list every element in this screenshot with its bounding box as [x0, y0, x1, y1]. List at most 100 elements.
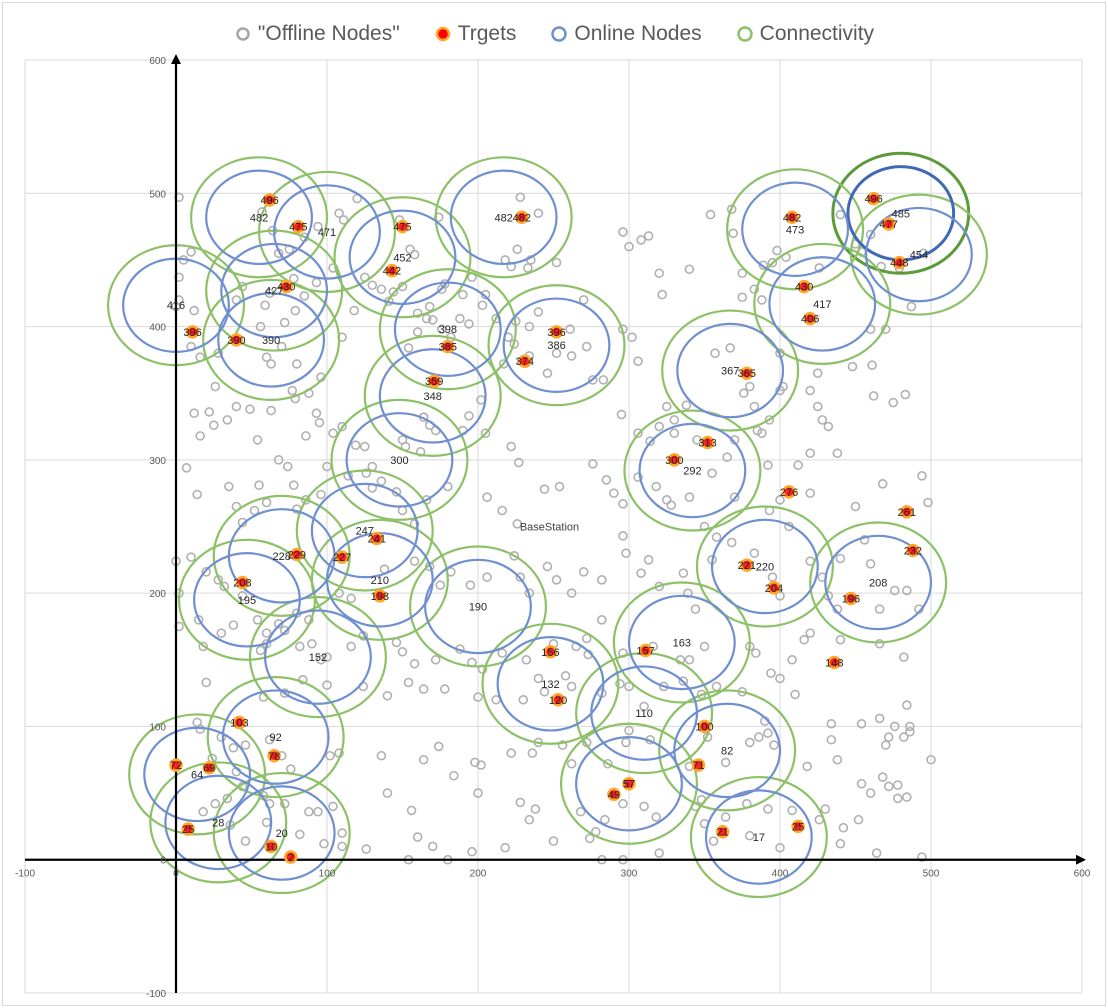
offline-node	[584, 833, 595, 844]
offline-node	[424, 301, 435, 312]
online-node-label: 417	[813, 299, 831, 311]
offline-node	[692, 435, 702, 445]
offline-node	[643, 231, 654, 241]
tick-labels: -100 0 100 200 300 400 500 600 -100 0 100 200 300 400…	[15, 56, 1091, 1000]
offline-node	[533, 307, 544, 317]
offline-node	[850, 501, 861, 512]
offline-node	[497, 505, 507, 516]
offline-node	[515, 572, 526, 582]
target-label: 25	[792, 821, 804, 833]
sensing-circle	[424, 558, 532, 655]
offline-node	[311, 408, 322, 419]
offline-node	[359, 441, 370, 452]
target-marker	[284, 850, 298, 864]
connectivity-legend-icon	[736, 26, 753, 42]
offline-node	[710, 348, 720, 359]
offline-node	[874, 713, 885, 724]
offline-node	[228, 620, 239, 630]
target-label: 475	[393, 222, 411, 234]
offline-node	[744, 737, 755, 748]
sensing-circle	[676, 322, 785, 419]
offline-node	[282, 461, 293, 472]
offline-node	[328, 428, 338, 439]
sensing-circle	[217, 292, 326, 388]
connectivity-circle	[434, 156, 573, 279]
target-marker	[169, 758, 183, 772]
offline-node	[657, 289, 668, 300]
offline-node	[266, 359, 276, 369]
offline-node	[252, 614, 263, 625]
target-label: 475	[289, 222, 307, 234]
offline-node	[633, 356, 643, 367]
offline-node	[254, 480, 264, 490]
target-marker	[549, 325, 564, 339]
offline-node	[361, 844, 372, 854]
target-marker	[803, 311, 817, 326]
offline-node	[917, 852, 927, 862]
online-node-label: 228	[273, 551, 291, 563]
offline-node	[403, 343, 414, 353]
offline-node	[455, 313, 465, 324]
offline-node	[621, 548, 631, 558]
sensing-circle	[378, 348, 487, 444]
connectivity-circle	[206, 676, 345, 799]
offline-node	[255, 645, 266, 656]
offline-node	[240, 740, 251, 750]
offline-node	[301, 431, 311, 441]
offline-node	[216, 628, 227, 638]
offline-node	[290, 305, 301, 316]
connectivity-circle	[408, 545, 548, 668]
legend-label-connectivity: Connectivity	[759, 22, 875, 45]
offline-node	[749, 401, 760, 412]
offline-node	[482, 492, 492, 502]
sensing-circle	[710, 518, 819, 615]
offline-node	[201, 677, 211, 688]
offline-node	[820, 804, 831, 814]
offline-node	[661, 401, 672, 412]
offline-node	[832, 754, 843, 765]
offline-node	[708, 836, 719, 846]
offline-node	[566, 588, 577, 598]
offline-node	[458, 289, 468, 300]
offline-node	[285, 764, 296, 774]
target-label: 196	[842, 593, 860, 605]
target-label: 221	[738, 560, 756, 572]
base-station-label: BaseStation	[520, 522, 579, 534]
target-marker	[740, 558, 754, 572]
offline-node	[551, 575, 562, 585]
online-node-label: 247	[356, 525, 374, 537]
offline-node	[427, 841, 438, 852]
target-marker	[543, 645, 558, 659]
offline-node	[865, 559, 876, 569]
target-marker	[232, 715, 247, 730]
online-node-label: 64	[191, 769, 203, 781]
offline-node	[636, 568, 646, 578]
offline-node	[769, 740, 779, 750]
target-marker	[791, 819, 805, 834]
offline-node	[575, 806, 586, 817]
offline-node	[449, 770, 459, 781]
sensing-circle	[449, 169, 558, 266]
offline-node	[430, 654, 441, 665]
target-label: 365	[738, 368, 756, 380]
offline-node	[376, 476, 387, 486]
online-node-label: 300	[390, 455, 408, 467]
offline-node	[515, 797, 526, 808]
offline-node	[560, 670, 571, 681]
target-label: 148	[825, 657, 843, 669]
target-label: 71	[692, 760, 704, 772]
offline-node	[874, 604, 885, 614]
target-marker	[782, 485, 796, 499]
offline-node	[906, 301, 917, 312]
target-marker	[715, 824, 730, 839]
offline-node	[565, 324, 575, 335]
target-label: 204	[765, 583, 783, 595]
online-node-label: 473	[786, 224, 804, 236]
offline-node	[751, 648, 761, 658]
offline-node	[349, 305, 359, 316]
offline-node	[436, 284, 447, 295]
offline-node	[853, 814, 864, 825]
offline-node	[835, 634, 846, 645]
offline-node	[737, 268, 748, 279]
target-label: 100	[695, 721, 713, 733]
